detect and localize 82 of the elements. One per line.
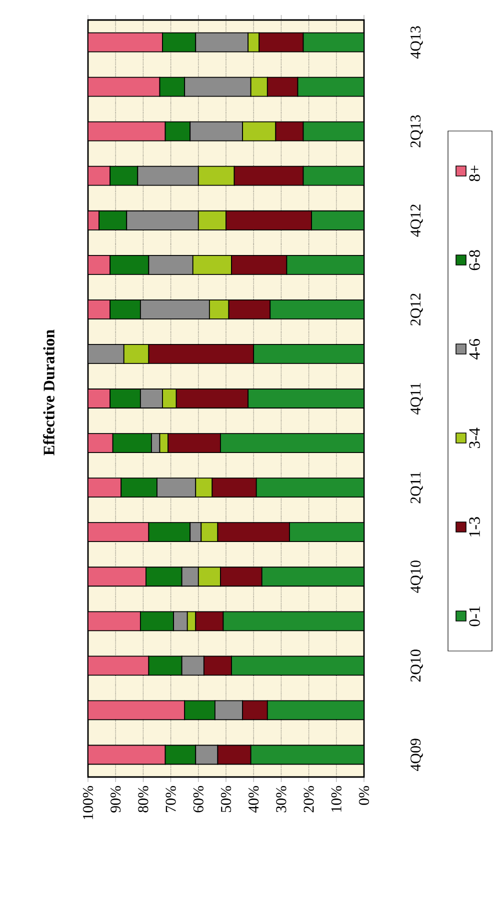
y-tick-label: 4Q13 [410, 26, 423, 59]
y-tick-label: 2Q10 [410, 650, 423, 682]
text: Effective Duration [43, 330, 54, 456]
bar [88, 344, 124, 364]
x-tick-label: 10% [331, 786, 342, 812]
bar [231, 656, 364, 676]
bar [266, 700, 364, 720]
bar [184, 76, 252, 97]
bar [88, 32, 163, 52]
bar [311, 210, 364, 230]
legend-label: 0-1 [469, 606, 480, 626]
bar [253, 344, 364, 364]
bar [88, 76, 160, 97]
legend-label: 1-3 [469, 517, 480, 536]
bar [302, 32, 364, 52]
y-tick-label: 4Q12 [410, 204, 423, 237]
bar [137, 166, 199, 186]
bar [270, 299, 364, 320]
bar [110, 388, 141, 408]
x-tick-label: 80% [138, 786, 148, 812]
bar [110, 299, 141, 320]
x-tick-label: 90% [110, 786, 121, 812]
bar [88, 566, 146, 587]
bar [88, 700, 186, 720]
bar [88, 478, 122, 498]
bar [140, 299, 210, 320]
bar [302, 166, 364, 186]
bar [148, 656, 182, 676]
bar [140, 611, 174, 632]
bar [289, 522, 364, 542]
bar [126, 210, 199, 230]
bar [140, 388, 163, 408]
x-tick-label: 40% [248, 786, 259, 813]
bar [156, 478, 196, 498]
bar [220, 433, 364, 453]
y-tick-label: 2Q13 [410, 115, 423, 148]
bar [261, 566, 364, 587]
bar [222, 611, 364, 632]
bar [181, 656, 204, 676]
bar [256, 478, 364, 498]
bar [88, 611, 141, 632]
bar [195, 744, 218, 765]
bar [98, 210, 128, 230]
y-tick-label: 4Q11 [410, 383, 423, 415]
legend-label: 8+ [469, 166, 480, 182]
legend-label: 4-6 [469, 339, 480, 360]
x-tick-label: 30% [276, 786, 286, 812]
bar [190, 121, 244, 142]
bar [248, 388, 364, 408]
x-tick-label: 50% [220, 786, 232, 812]
bar [297, 76, 364, 97]
bar [302, 121, 364, 142]
bar [112, 433, 152, 453]
x-tick-label: 60% [193, 786, 204, 812]
bar [214, 700, 244, 720]
bar [88, 388, 111, 408]
bar [120, 478, 158, 498]
bar [148, 254, 194, 275]
bar [88, 656, 150, 676]
x-tick-label: 20% [304, 786, 314, 812]
legend-label: 6-8 [469, 250, 480, 270]
bar [88, 254, 111, 275]
bar [110, 166, 138, 186]
bar [88, 522, 150, 542]
x-tick-label: 100% [82, 786, 94, 820]
x-tick-label: 70% [166, 786, 176, 812]
bar [88, 299, 111, 320]
x-tick-label: 0% [358, 786, 370, 805]
legend-label: 3-4 [469, 428, 480, 448]
bar [88, 166, 111, 186]
bar [88, 121, 166, 142]
bar [195, 32, 249, 52]
bar [88, 433, 114, 453]
bar [110, 254, 150, 275]
bar [88, 744, 166, 765]
bar [250, 744, 364, 765]
bar [146, 566, 182, 587]
bar [286, 254, 364, 275]
y-tick-label: 4Q10 [410, 560, 423, 593]
y-tick-label: 4Q09 [410, 738, 423, 772]
y-tick-label: 2Q11 [410, 472, 423, 504]
y-tick-label: 2Q12 [410, 294, 423, 326]
